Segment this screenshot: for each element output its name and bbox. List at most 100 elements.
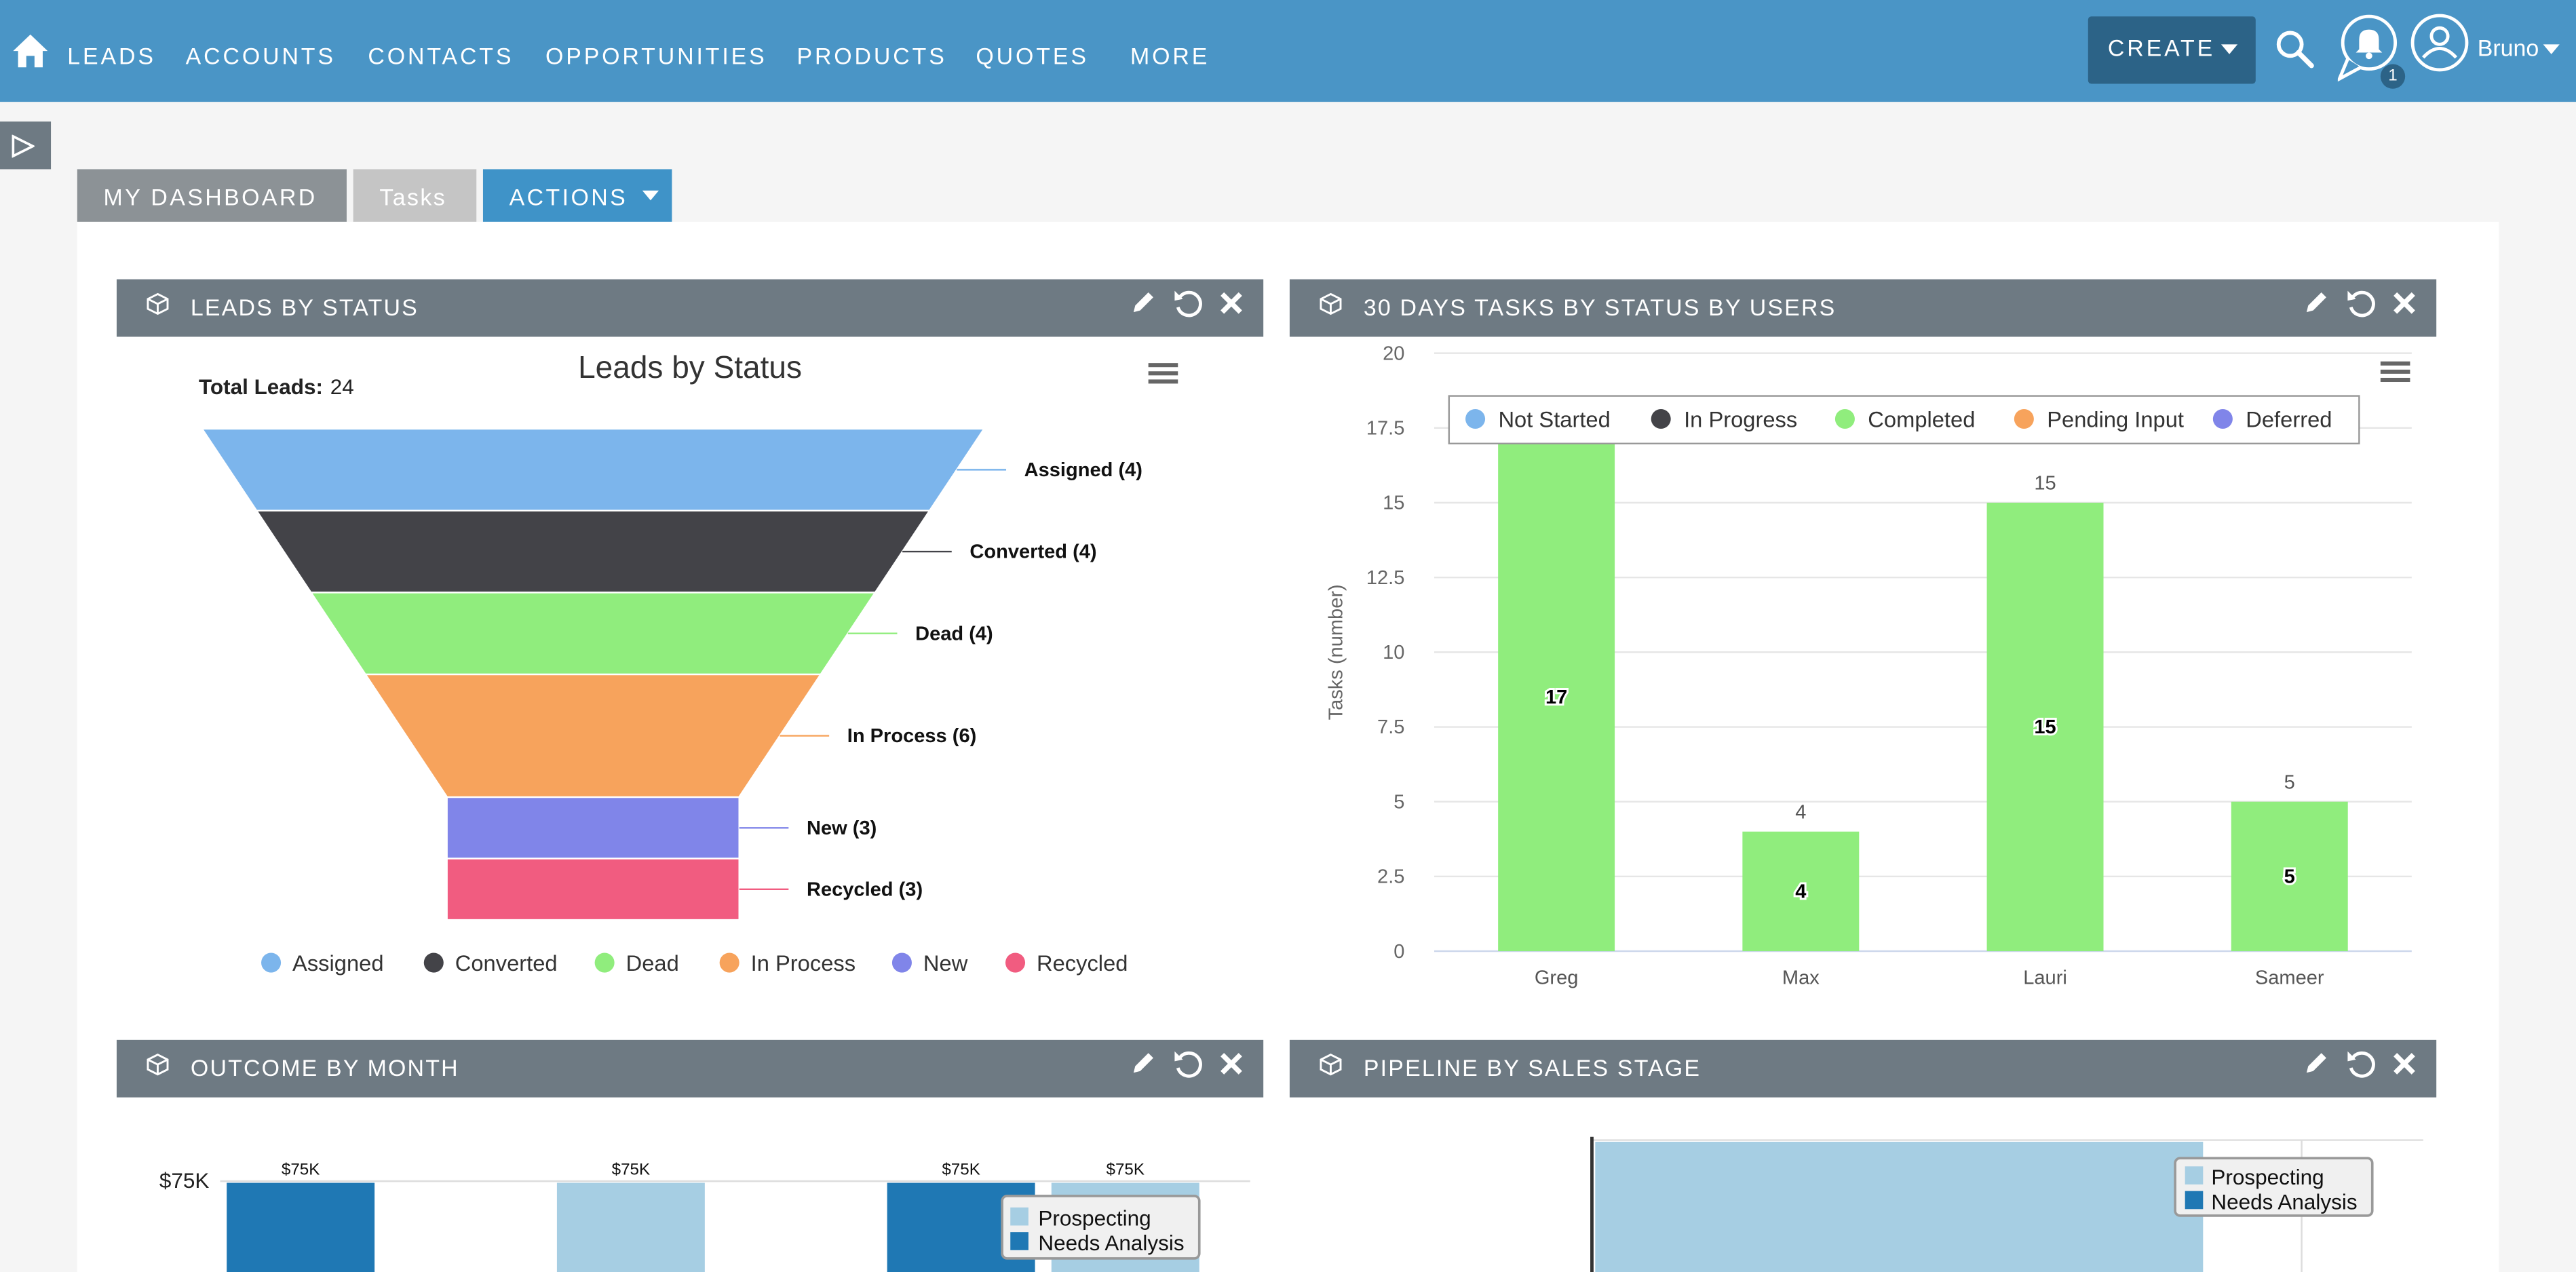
dashlet-title: 30 DAYS TASKS BY STATUS BY USERS xyxy=(1363,294,1837,321)
legend-label-in-progress[interactable]: In Progress xyxy=(1684,407,1797,432)
edit-pencil-icon[interactable] xyxy=(2303,1049,2330,1076)
nav-item-contacts[interactable]: CONTACTS xyxy=(368,42,514,69)
funnel-segment-dead[interactable] xyxy=(309,592,877,676)
legend-marker-deferred[interactable] xyxy=(2212,408,2233,429)
chevron-down-icon[interactable] xyxy=(2543,44,2560,54)
legend-marker-in-process[interactable] xyxy=(719,952,739,973)
legend-label-recycled[interactable]: Recycled xyxy=(1037,950,1128,976)
y-tick-label: 5 xyxy=(1393,791,1404,813)
nav-item-quotes[interactable]: QUOTES xyxy=(976,42,1089,69)
refresh-icon[interactable] xyxy=(2346,289,2377,319)
legend-marker-not-started[interactable] xyxy=(1465,408,1486,429)
tab-my-dashboard[interactable]: MY DASHBOARD xyxy=(77,169,347,222)
bar-data-label: 17 xyxy=(1545,687,1567,708)
funnel-segment-converted[interactable] xyxy=(254,509,931,594)
funnel-segment-assigned[interactable] xyxy=(200,427,986,512)
close-icon[interactable] xyxy=(2392,1052,2417,1076)
legend-marker-converted[interactable] xyxy=(423,952,444,973)
chart-legend: Prospecting Needs Analysis xyxy=(2174,1157,2374,1217)
funnel-data-label-new: New (3) xyxy=(807,817,877,839)
legend-marker-recycled[interactable] xyxy=(1005,952,1026,973)
bar-total-label: 4 xyxy=(1795,801,1806,823)
actions-dropdown-button[interactable]: ACTIONS xyxy=(482,169,672,222)
bar-data-label: 4 xyxy=(1795,881,1806,903)
edit-pencil-icon[interactable] xyxy=(2303,289,2330,315)
outcome-bar[interactable] xyxy=(227,1182,375,1272)
legend-label-new[interactable]: New xyxy=(923,950,968,976)
search-icon[interactable] xyxy=(2275,30,2315,69)
legend-marker-new[interactable] xyxy=(891,952,912,973)
funnel-segment-in-process[interactable] xyxy=(364,673,822,798)
bar-completed-max[interactable] xyxy=(1742,831,1860,952)
funnel-total-value: 24 xyxy=(330,375,354,399)
funnel-data-label-in-process: In Process (6) xyxy=(847,725,976,747)
legend-marker-dead[interactable] xyxy=(594,952,615,973)
close-icon[interactable] xyxy=(1219,1052,1244,1076)
legend-swatch-prospecting xyxy=(2185,1166,2204,1184)
legend-label-in-process[interactable]: In Process xyxy=(751,950,856,976)
funnel-segment-new[interactable] xyxy=(446,796,740,860)
legend-swatch-needs-analysis xyxy=(1010,1232,1029,1250)
user-menu-name[interactable]: Bruno xyxy=(2477,34,2539,61)
bar-data-label: 15 xyxy=(2034,716,2056,738)
bar-completed-greg[interactable] xyxy=(1498,442,1615,952)
outcome-bar[interactable] xyxy=(556,1182,705,1272)
funnel-data-label-converted: Converted (4) xyxy=(969,541,1096,563)
legend-label-not-started[interactable]: Not Started xyxy=(1498,407,1610,432)
dashlet-header-leads-by-status[interactable]: LEADS BY STATUS xyxy=(116,279,1264,337)
notification-bell-icon[interactable] xyxy=(2337,13,2404,85)
legend-marker-pending-input[interactable] xyxy=(2014,408,2034,429)
edit-pencil-icon[interactable] xyxy=(1130,289,1157,315)
y-tick-label: 15 xyxy=(1383,493,1404,514)
legend-label-converted[interactable]: Converted xyxy=(455,950,558,976)
funnel-total-label: Total Leads: xyxy=(199,375,323,399)
nav-item-accounts[interactable]: ACCOUNTS xyxy=(185,42,336,69)
dashlet-cube-icon xyxy=(1320,1054,1342,1076)
refresh-icon[interactable] xyxy=(1173,289,1204,319)
bar-total-label: 15 xyxy=(2034,473,2056,495)
legend-label-completed[interactable]: Completed xyxy=(1868,407,1975,432)
legend-label-pending-input[interactable]: Pending Input xyxy=(2047,407,2184,432)
legend-swatch-needs-analysis xyxy=(2185,1191,2204,1210)
bar-completed-lauri[interactable] xyxy=(1986,502,2104,952)
y-tick-label: 10 xyxy=(1383,642,1404,663)
legend-label-needs-analysis: Needs Analysis xyxy=(1038,1231,1184,1255)
legend-label-deferred[interactable]: Deferred xyxy=(2246,407,2332,432)
chart-menu-icon[interactable] xyxy=(1148,363,1178,384)
create-button[interactable]: CREATE xyxy=(2088,16,2256,84)
legend-swatch-prospecting xyxy=(1010,1207,1029,1226)
nav-item-opportunities[interactable]: OPPORTUNITIES xyxy=(545,42,767,69)
close-icon[interactable] xyxy=(2392,291,2417,315)
funnel-segment-recycled[interactable] xyxy=(446,857,740,921)
sidebar-toggle-button[interactable] xyxy=(0,121,52,170)
home-icon[interactable] xyxy=(12,33,50,69)
chart-menu-icon[interactable] xyxy=(2380,361,2410,383)
dashlet-title: PIPELINE BY SALES STAGE xyxy=(1363,1054,1702,1081)
refresh-icon[interactable] xyxy=(1173,1049,1204,1079)
dashlet-header-tasks-by-status[interactable]: 30 DAYS TASKS BY STATUS BY USERS xyxy=(1289,279,2437,337)
chevron-down-icon xyxy=(2221,44,2238,54)
legend-label-assigned[interactable]: Assigned xyxy=(292,950,383,976)
dashlet-header-outcome-by-month[interactable]: OUTCOME BY MONTH xyxy=(116,1039,1264,1098)
close-icon[interactable] xyxy=(1219,291,1244,315)
dashlet-header-pipeline-by-sales-stage[interactable]: PIPELINE BY SALES STAGE xyxy=(1289,1039,2437,1098)
legend-marker-completed[interactable] xyxy=(1834,408,1855,429)
chart-legend-box xyxy=(1448,395,2360,445)
pipeline-bar-prospecting[interactable] xyxy=(1595,1141,2204,1272)
nav-item-leads[interactable]: LEADS xyxy=(67,42,156,69)
nav-item-more[interactable]: MORE xyxy=(1130,42,1210,69)
legend-marker-in-progress[interactable] xyxy=(1651,408,1671,429)
x-tick-label: Lauri xyxy=(2023,967,2067,989)
refresh-icon[interactable] xyxy=(2346,1049,2377,1079)
user-avatar-icon[interactable] xyxy=(2410,13,2469,72)
bar-completed-sameer[interactable] xyxy=(2231,801,2348,952)
legend-marker-assigned[interactable] xyxy=(261,952,282,973)
bar-data-label: $75K xyxy=(942,1160,980,1178)
x-tick-label: Greg xyxy=(1535,967,1579,989)
legend-label-dead[interactable]: Dead xyxy=(626,950,679,976)
edit-pencil-icon[interactable] xyxy=(1130,1049,1157,1076)
actions-button-label: ACTIONS xyxy=(509,184,628,210)
nav-item-products[interactable]: PRODUCTS xyxy=(796,42,947,69)
dashlet-title: OUTCOME BY MONTH xyxy=(190,1054,459,1081)
tab-tasks[interactable]: Tasks xyxy=(353,169,477,222)
